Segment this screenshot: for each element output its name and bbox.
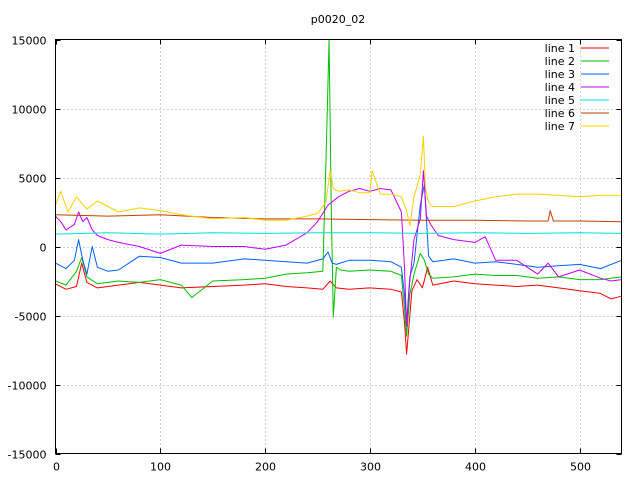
series-line-2	[55, 39, 622, 337]
y-tick-label: -10000	[8, 380, 47, 393]
plot-frame	[55, 39, 622, 454]
grid	[55, 39, 622, 454]
y-tick-label: -15000	[8, 449, 47, 462]
axis-ticks: 0 100 200 300 400 500 -15000 -10000 -5000 0 5000 10…	[8, 35, 622, 474]
chart-title: p0020_02	[311, 13, 365, 26]
series-line-1	[55, 262, 622, 355]
x-tick-label: 300	[360, 461, 381, 474]
y-tick-label: 15000	[12, 35, 47, 48]
x-tick-label: 400	[465, 461, 486, 474]
x-tick-label: 0	[53, 461, 60, 474]
x-tick-label: 500	[570, 461, 591, 474]
legend-label-5: line 5	[545, 94, 575, 107]
x-tick-label: 100	[150, 461, 171, 474]
series-line-6	[55, 210, 622, 223]
legend-label-7: line 7	[545, 120, 575, 133]
legend-label-4: line 4	[545, 81, 575, 94]
y-tick-label: -5000	[15, 311, 47, 324]
series-line-7	[55, 135, 622, 227]
legend-label-6: line 6	[545, 107, 575, 120]
y-tick-label: 5000	[19, 173, 47, 186]
y-tick-label: 10000	[12, 104, 47, 117]
legend-label-2: line 2	[545, 55, 575, 68]
legend-label-1: line 1	[545, 42, 575, 55]
series-line-3	[55, 183, 622, 323]
series-group	[55, 39, 622, 355]
x-tick-label: 200	[255, 461, 276, 474]
series-line-5	[55, 232, 622, 235]
y-tick-label: 0	[40, 242, 47, 255]
legend-label-3: line 3	[545, 68, 575, 81]
